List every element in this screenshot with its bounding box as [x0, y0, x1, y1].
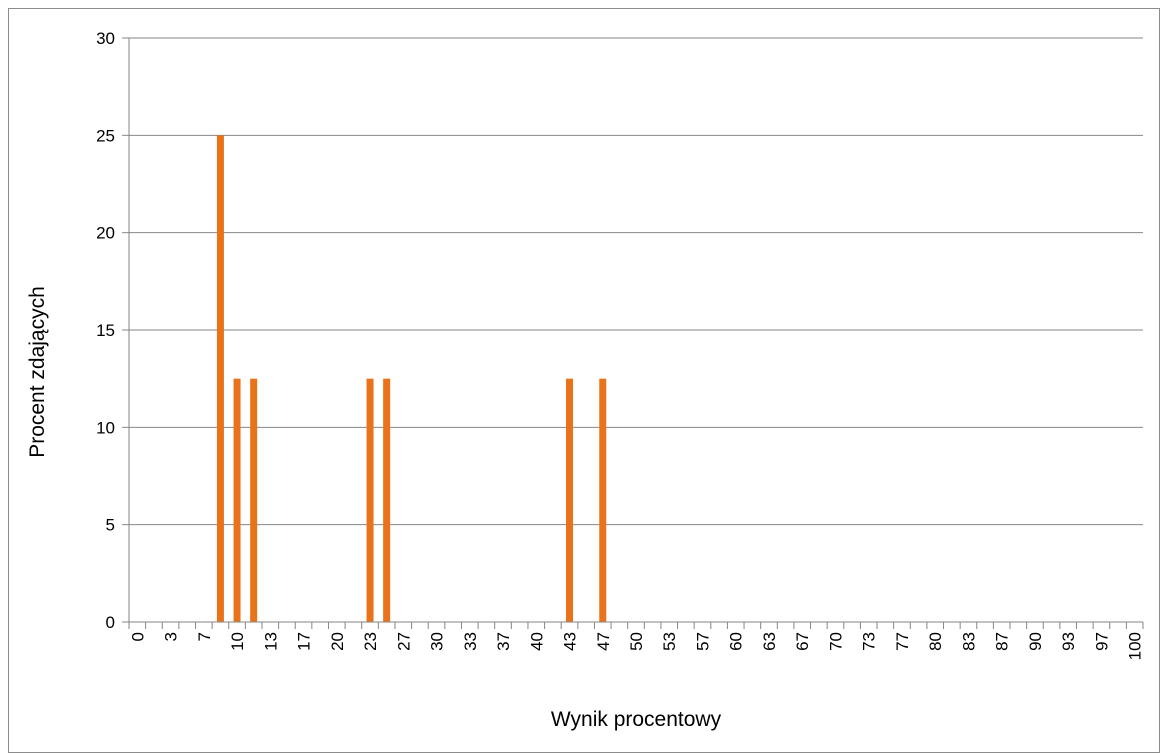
- x-tick-label: 37: [494, 632, 513, 651]
- x-tick-label: 60: [727, 632, 746, 651]
- bar: [216, 135, 224, 623]
- y-axis-title: Procent zdających: [26, 286, 49, 458]
- x-tick-label: 17: [295, 632, 314, 651]
- x-tick-label: 97: [1092, 632, 1111, 651]
- x-tick-label: 30: [428, 632, 447, 651]
- x-axis-ticks: 0 3 7 10 13 17 20 23 27 30 33 37 40 43 47 50 53 57 60 63 67 7…: [128, 622, 1145, 660]
- x-tick-label: 3: [162, 632, 181, 641]
- gridlines: [129, 37, 1143, 526]
- bar: [250, 378, 258, 622]
- y-tick-label: 20: [96, 224, 115, 243]
- x-tick-label: 57: [693, 632, 712, 651]
- chart-frame: [8, 8, 1160, 753]
- x-tick-label: 20: [328, 632, 347, 651]
- y-tick-label: 5: [106, 516, 115, 535]
- y-tick-label: 10: [96, 418, 115, 437]
- x-tick-label: 67: [793, 632, 812, 651]
- x-tick-label: 63: [760, 632, 779, 651]
- x-axis-title: Wynik procentowy: [551, 708, 722, 731]
- x-tick-label: 7: [195, 632, 214, 641]
- bars: [216, 135, 607, 623]
- x-tick-label: 33: [461, 632, 480, 651]
- y-axis-ticks: 0 5 10 15 20 25 30: [96, 29, 129, 632]
- x-tick-label: 90: [1026, 632, 1045, 651]
- y-tick-label: 30: [96, 29, 115, 48]
- x-tick-label: 50: [627, 632, 646, 651]
- x-tick-label: 23: [361, 632, 380, 651]
- x-tick-label: 43: [561, 632, 580, 651]
- x-tick-label: 77: [893, 632, 912, 651]
- y-tick-label: 0: [106, 613, 115, 632]
- bar: [233, 378, 241, 622]
- x-tick-label: 53: [660, 632, 679, 651]
- x-tick-label: 70: [826, 632, 845, 651]
- x-tick-label: 80: [926, 632, 945, 651]
- x-tick-label: 10: [228, 632, 247, 651]
- x-tick-label: 27: [394, 632, 413, 651]
- x-tick-label: 13: [261, 632, 280, 651]
- y-tick-label: 25: [96, 126, 115, 145]
- bar: [599, 378, 607, 622]
- bar: [566, 378, 574, 622]
- x-tick-label: 100: [1126, 632, 1145, 660]
- x-tick-label: 47: [594, 632, 613, 651]
- bar: [366, 378, 374, 622]
- x-tick-label: 83: [959, 632, 978, 651]
- y-tick-label: 15: [96, 321, 115, 340]
- bar: [383, 378, 391, 622]
- x-tick-label: 73: [860, 632, 879, 651]
- x-tick-label: 93: [1059, 632, 1078, 651]
- x-tick-label: 87: [993, 632, 1012, 651]
- x-tick-label: 40: [527, 632, 546, 651]
- x-tick-label: 0: [128, 632, 147, 641]
